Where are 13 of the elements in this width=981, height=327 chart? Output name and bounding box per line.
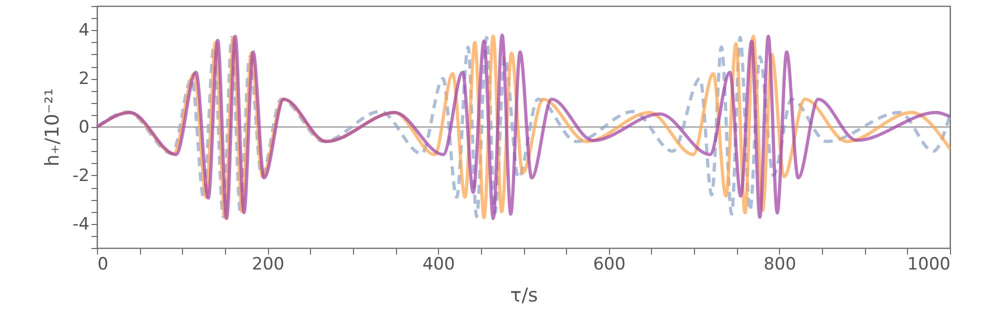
y-tick-label: 4 xyxy=(78,20,90,41)
y-axis-title: h₊/10⁻²¹ xyxy=(42,88,64,166)
x-tick-label: 600 xyxy=(593,254,626,274)
y-tick-label: 2 xyxy=(78,69,90,90)
x-axis-title: τ/s xyxy=(510,284,538,306)
y-tick-label: -4 xyxy=(72,214,90,234)
x-tick-label: 200 xyxy=(252,254,284,274)
y-tick-label: 0 xyxy=(78,118,90,138)
x-tick-label: 1000 xyxy=(907,254,950,274)
x-tick-label: 800 xyxy=(764,254,796,274)
y-tick-label: -2 xyxy=(72,166,90,186)
x-tick-label: 0 xyxy=(98,254,108,274)
x-tick-label: 400 xyxy=(422,254,455,274)
